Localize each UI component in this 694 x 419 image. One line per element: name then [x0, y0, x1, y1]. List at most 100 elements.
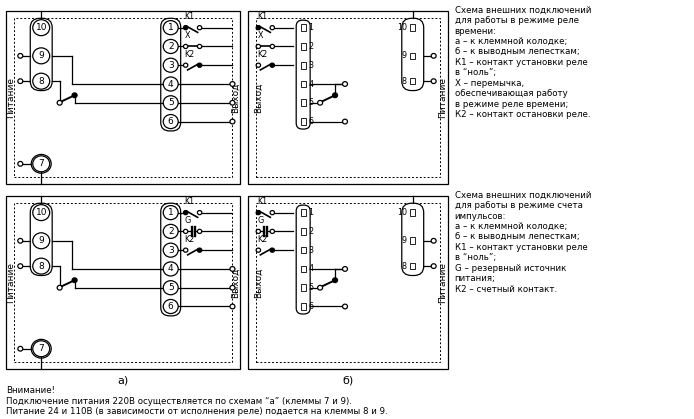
Circle shape	[183, 26, 188, 30]
Bar	[15, 18, 232, 177]
Bar	[6, 196, 240, 370]
Circle shape	[256, 26, 260, 30]
Circle shape	[230, 266, 235, 271]
Circle shape	[33, 20, 50, 36]
Circle shape	[33, 48, 50, 64]
Bar	[301, 118, 305, 125]
Circle shape	[183, 229, 188, 233]
Text: 2: 2	[308, 227, 313, 236]
Bar	[410, 78, 415, 85]
Circle shape	[230, 119, 235, 124]
Circle shape	[197, 229, 202, 233]
Text: 8: 8	[38, 261, 44, 271]
Circle shape	[431, 54, 436, 58]
Circle shape	[18, 54, 23, 58]
Circle shape	[230, 101, 235, 105]
Text: 10: 10	[35, 208, 47, 217]
Circle shape	[163, 77, 178, 91]
Circle shape	[18, 79, 23, 83]
Bar	[256, 18, 439, 177]
Circle shape	[270, 211, 275, 215]
Text: 8: 8	[38, 77, 44, 86]
FancyBboxPatch shape	[161, 203, 180, 316]
Circle shape	[230, 304, 235, 309]
Text: 4: 4	[168, 80, 174, 88]
Text: 3: 3	[308, 246, 313, 255]
Text: 3: 3	[308, 61, 313, 70]
Bar	[410, 238, 415, 244]
Circle shape	[163, 21, 178, 35]
Text: 1: 1	[308, 208, 313, 217]
Bar	[256, 203, 439, 362]
Text: 2: 2	[308, 42, 313, 51]
Circle shape	[72, 93, 77, 98]
Circle shape	[270, 229, 275, 233]
Text: а): а)	[118, 376, 129, 385]
Text: 8: 8	[402, 77, 407, 86]
Bar	[301, 210, 305, 216]
Text: 4: 4	[308, 80, 313, 88]
Bar	[301, 247, 305, 253]
Text: G: G	[257, 216, 264, 225]
Text: Выход: Выход	[254, 267, 263, 298]
Text: 10: 10	[397, 208, 407, 217]
Text: G: G	[185, 216, 191, 225]
FancyBboxPatch shape	[296, 20, 310, 129]
Bar	[301, 228, 305, 235]
Circle shape	[33, 73, 50, 89]
Text: 7: 7	[38, 159, 44, 168]
Circle shape	[318, 285, 323, 290]
Text: Схема внешних подключений
для работы в режиме счета
импульсов:
а – к клеммной ко: Схема внешних подключений для работы в р…	[455, 191, 591, 294]
Bar	[410, 52, 415, 59]
Bar	[301, 303, 305, 310]
Circle shape	[343, 304, 348, 309]
Text: 9: 9	[38, 52, 44, 60]
Text: Питание: Питание	[438, 77, 447, 118]
Circle shape	[197, 26, 202, 30]
Text: 10: 10	[35, 23, 47, 32]
Circle shape	[18, 238, 23, 243]
Circle shape	[163, 39, 178, 54]
Circle shape	[343, 119, 348, 124]
FancyBboxPatch shape	[161, 18, 180, 131]
Text: 6: 6	[308, 117, 313, 126]
Bar	[301, 285, 305, 291]
Circle shape	[197, 63, 202, 67]
Circle shape	[163, 262, 178, 276]
FancyBboxPatch shape	[31, 18, 52, 91]
Bar	[15, 203, 232, 362]
Text: 7: 7	[38, 344, 44, 353]
Text: 4: 4	[308, 264, 313, 274]
Text: 1: 1	[308, 23, 313, 32]
Text: 4: 4	[168, 264, 174, 274]
Text: 3: 3	[168, 246, 174, 255]
Text: 5: 5	[168, 283, 174, 292]
FancyBboxPatch shape	[296, 205, 310, 314]
Bar	[301, 99, 305, 106]
Circle shape	[197, 44, 202, 49]
Text: 5: 5	[308, 283, 313, 292]
Circle shape	[163, 224, 178, 238]
Text: Выход: Выход	[231, 83, 240, 113]
Circle shape	[256, 63, 260, 67]
Bar	[301, 266, 305, 272]
Circle shape	[332, 93, 337, 98]
Text: Схема внешних подключений
для работы в режиме реле
времени:
а – к клеммной колод: Схема внешних подключений для работы в р…	[455, 6, 591, 119]
Text: 10: 10	[397, 23, 407, 32]
Circle shape	[270, 248, 275, 252]
Bar	[301, 62, 305, 69]
Circle shape	[163, 58, 178, 72]
Circle shape	[270, 26, 275, 30]
Text: 9: 9	[38, 236, 44, 245]
Text: 2: 2	[168, 227, 174, 236]
Text: K2: K2	[257, 50, 268, 59]
Text: 1: 1	[168, 23, 174, 32]
Circle shape	[183, 211, 188, 215]
Circle shape	[163, 300, 178, 313]
Text: 1: 1	[168, 208, 174, 217]
Circle shape	[343, 82, 348, 86]
Circle shape	[431, 264, 436, 269]
Text: Питание: Питание	[6, 262, 15, 303]
Text: 9: 9	[402, 236, 407, 245]
Bar	[410, 263, 415, 269]
